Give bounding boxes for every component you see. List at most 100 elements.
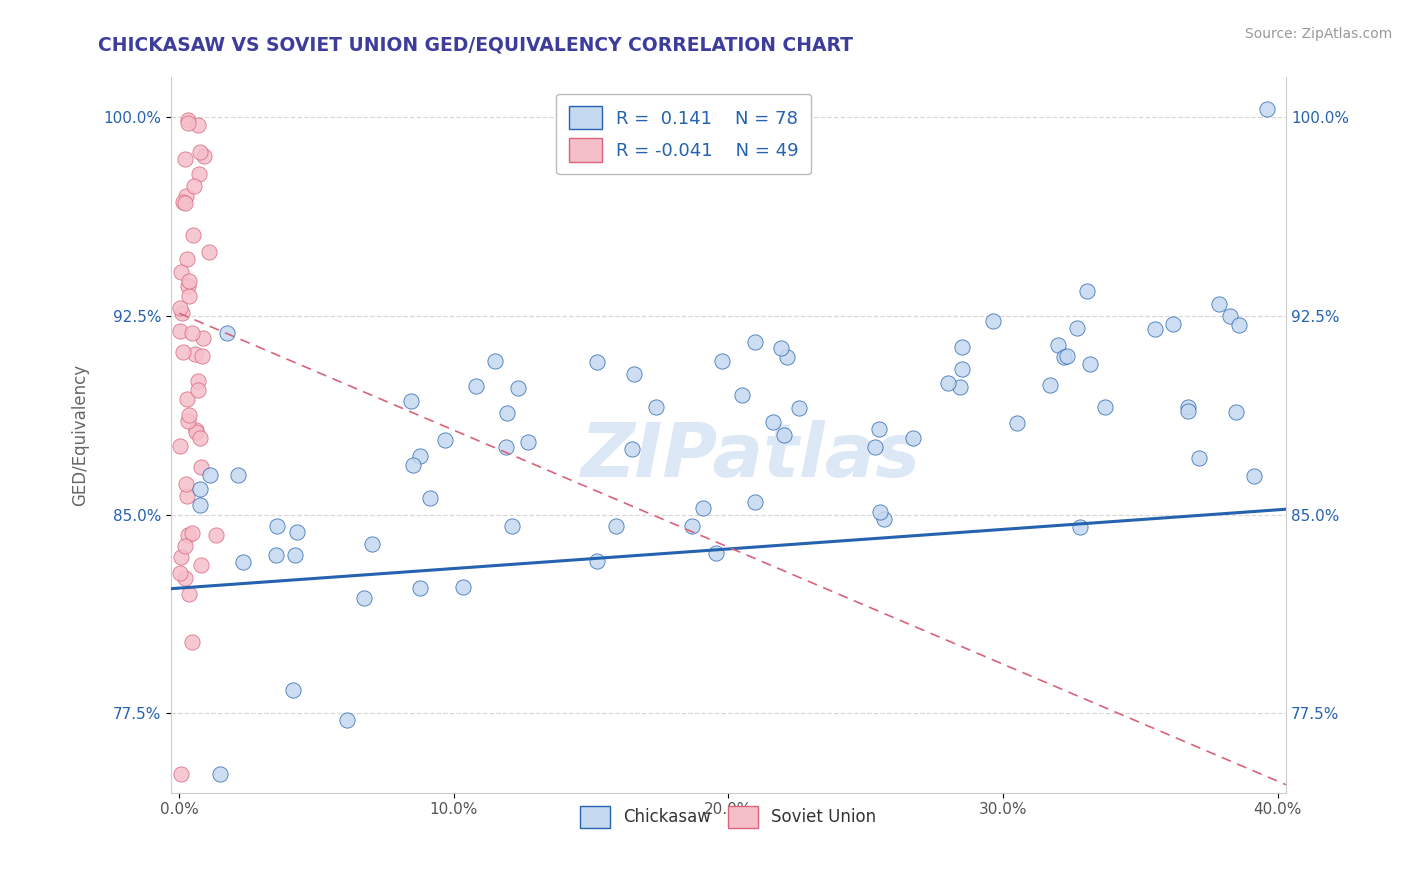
Point — [950, 361, 973, 376]
Point — [180, 634, 202, 648]
Point — [419, 491, 441, 506]
Point — [484, 354, 506, 368]
Point — [433, 433, 456, 447]
Point — [464, 379, 486, 393]
Point — [901, 431, 924, 445]
Point — [773, 428, 796, 442]
Point — [1056, 349, 1078, 363]
Point — [187, 119, 209, 133]
Point — [177, 279, 200, 293]
Point — [399, 393, 422, 408]
Point — [170, 265, 193, 279]
Point — [188, 482, 211, 496]
Point — [215, 326, 238, 340]
Point — [170, 767, 193, 781]
Point — [353, 591, 375, 606]
Point — [586, 355, 609, 369]
Point — [681, 519, 703, 533]
Point — [285, 524, 308, 539]
Point — [869, 505, 891, 519]
Point — [1177, 404, 1199, 418]
Text: Source: ZipAtlas.com: Source: ZipAtlas.com — [1244, 27, 1392, 41]
Point — [408, 449, 430, 463]
Point — [181, 326, 204, 340]
Point — [209, 767, 232, 781]
Point — [1256, 102, 1278, 116]
Point — [169, 324, 191, 338]
Point — [605, 518, 627, 533]
Point — [409, 581, 432, 595]
Point — [744, 334, 766, 349]
Point — [176, 414, 198, 428]
Point — [188, 167, 211, 181]
Point — [188, 145, 211, 160]
Point — [172, 344, 194, 359]
Point — [193, 149, 215, 163]
Point — [177, 587, 200, 601]
Point — [177, 112, 200, 127]
Point — [170, 549, 193, 564]
Legend: Chickasaw, Soviet Union: Chickasaw, Soviet Union — [574, 799, 883, 834]
Point — [190, 459, 212, 474]
Point — [172, 195, 194, 210]
Point — [775, 350, 797, 364]
Point — [501, 519, 523, 533]
Point — [495, 406, 517, 420]
Point — [284, 549, 307, 563]
Y-axis label: GED/Equivalency: GED/Equivalency — [72, 364, 89, 506]
Point — [949, 380, 972, 394]
Point — [1039, 378, 1062, 392]
Point — [191, 331, 214, 345]
Point — [198, 245, 221, 260]
Point — [174, 152, 197, 166]
Point — [170, 306, 193, 320]
Point — [177, 289, 200, 303]
Point — [181, 228, 204, 243]
Point — [264, 548, 287, 562]
Point — [176, 392, 198, 406]
Point — [169, 566, 191, 581]
Point — [198, 468, 221, 483]
Point — [1227, 318, 1250, 332]
Point — [1076, 284, 1098, 298]
Point — [402, 458, 425, 473]
Point — [1066, 320, 1088, 334]
Point — [183, 179, 205, 194]
Point — [174, 571, 197, 585]
Text: ZIPatlas: ZIPatlas — [581, 420, 921, 493]
Point — [516, 435, 538, 450]
Point — [188, 431, 211, 445]
Point — [645, 401, 668, 415]
Point — [1047, 338, 1070, 352]
Point — [586, 553, 609, 567]
Point — [1078, 357, 1101, 371]
Point — [361, 536, 384, 550]
Point — [176, 252, 198, 266]
Point — [181, 525, 204, 540]
Point — [770, 342, 793, 356]
Point — [952, 340, 974, 354]
Point — [186, 425, 208, 439]
Point — [336, 713, 359, 727]
Point — [174, 188, 197, 202]
Point — [281, 682, 304, 697]
Text: CHICKASAW VS SOVIET UNION GED/EQUIVALENCY CORRELATION CHART: CHICKASAW VS SOVIET UNION GED/EQUIVALENC… — [98, 36, 853, 54]
Point — [266, 519, 288, 533]
Point — [731, 388, 754, 402]
Point — [620, 442, 643, 456]
Point — [190, 558, 212, 573]
Point — [177, 528, 200, 542]
Point — [184, 423, 207, 437]
Point — [1144, 322, 1167, 336]
Point — [191, 349, 214, 363]
Point — [495, 440, 517, 454]
Point — [1219, 309, 1241, 323]
Point — [787, 401, 810, 416]
Point — [692, 500, 714, 515]
Point — [174, 476, 197, 491]
Point — [226, 468, 249, 483]
Point — [704, 546, 727, 560]
Point — [205, 528, 228, 542]
Point — [1094, 400, 1116, 414]
Point — [1069, 519, 1091, 533]
